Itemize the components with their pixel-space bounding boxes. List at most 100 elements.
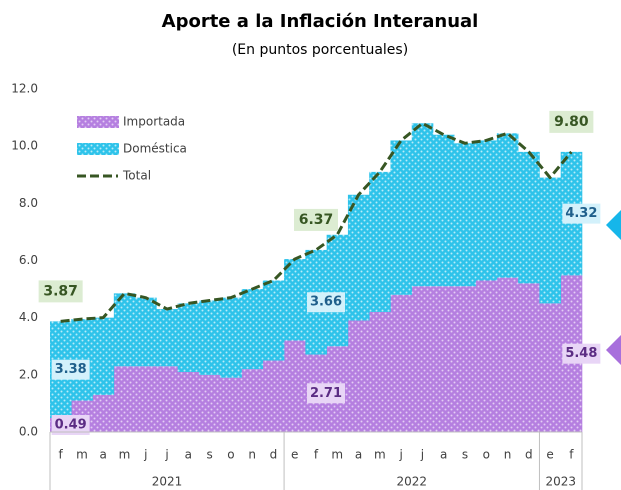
total-line: [60, 121, 573, 323]
bar-segment: [113, 293, 136, 367]
x-group-label: 2021: [152, 475, 183, 489]
bar-segment: [539, 177, 562, 304]
x-tick-label: s: [206, 448, 212, 462]
bar-segment: [262, 360, 285, 432]
x-tick-label: o: [483, 448, 490, 462]
bar-segment: [454, 143, 476, 287]
x-tick-label: j: [420, 448, 424, 462]
data-label-box: [307, 383, 345, 404]
bar-segment: [433, 286, 455, 432]
legend-label: Total: [122, 169, 151, 183]
x-tick-label: a: [355, 448, 362, 462]
arrow-decoration: [606, 210, 621, 240]
legend-swatch: [77, 143, 119, 155]
bar-segment: [496, 277, 519, 432]
data-label: 6.37: [299, 212, 334, 228]
x-tick-label: a: [440, 448, 447, 462]
bar-segment: [326, 234, 349, 347]
y-tick-label: 8.0: [19, 196, 38, 210]
bar-segment: [496, 133, 519, 278]
bar-segment: [198, 300, 221, 375]
bar-segment: [390, 140, 413, 295]
bar-segment: [433, 134, 455, 287]
bar-segment: [177, 303, 200, 372]
arrow-decoration: [606, 335, 621, 365]
bar-segment: [135, 297, 157, 367]
bar-segment: [539, 303, 562, 432]
x-tick-label: m: [76, 448, 88, 462]
bar-segment: [241, 369, 264, 432]
data-label: 0.49: [55, 417, 87, 432]
bar-segment: [369, 171, 391, 312]
bar-segment: [220, 297, 242, 378]
data-label: 3.66: [310, 295, 342, 310]
bar-segment: [284, 259, 306, 341]
bar-segment: [369, 311, 391, 432]
bar-segment: [411, 286, 434, 432]
x-tick-label: a: [185, 448, 192, 462]
data-label-box: [562, 343, 601, 364]
y-tick-label: 12.0: [11, 82, 38, 96]
x-tick-label: j: [398, 448, 402, 462]
x-tick-label: m: [119, 448, 131, 462]
data-label-box: [549, 110, 594, 133]
y-tick-label: 6.0: [19, 253, 38, 267]
data-label: 5.48: [565, 346, 597, 361]
bar-segment: [347, 320, 370, 432]
x-tick-label: j: [143, 448, 147, 462]
data-label-box: [562, 203, 601, 224]
bar-segment: [475, 140, 498, 281]
bar-segment: [284, 340, 306, 432]
x-tick-label: m: [331, 448, 343, 462]
x-tick-label: m: [374, 448, 386, 462]
bar-segment: [390, 294, 413, 432]
bar-segment: [518, 283, 540, 432]
x-tick-label: d: [525, 448, 533, 462]
bar-segment: [475, 280, 498, 432]
bar-segment: [198, 374, 221, 432]
x-tick-label: o: [227, 448, 234, 462]
bar-segment: [156, 309, 178, 367]
x-tick-label: f: [314, 448, 319, 462]
x-tick-label: f: [569, 448, 574, 462]
data-label-box: [307, 292, 345, 313]
bar-segment: [156, 366, 178, 432]
bar-segment: [113, 366, 136, 432]
bar-segment: [92, 394, 115, 432]
legend-label: Doméstica: [123, 142, 187, 156]
chart-subtitle: (En puntos porcentuales): [232, 42, 408, 58]
x-group-label: 2022: [396, 475, 427, 489]
y-tick-label: 2.0: [19, 367, 38, 381]
data-label: 3.38: [55, 362, 87, 377]
bar-segment: [347, 194, 370, 321]
data-label: 9.80: [554, 114, 589, 130]
x-tick-label: a: [100, 448, 107, 462]
x-tick-label: n: [248, 448, 256, 462]
x-group-label: 2023: [545, 475, 576, 489]
data-label-box: [294, 208, 338, 231]
bar-segment: [241, 289, 264, 370]
x-tick-label: d: [270, 448, 278, 462]
bar-segment: [135, 366, 157, 432]
data-label-box: [51, 414, 90, 435]
x-tick-label: s: [462, 448, 468, 462]
x-tick-label: n: [504, 448, 512, 462]
bar-segment: [411, 123, 434, 287]
data-label: 4.32: [565, 206, 597, 221]
data-label: 2.71: [310, 386, 342, 401]
bar-segment: [454, 286, 476, 432]
bar-segment: [177, 371, 200, 432]
data-label: 3.87: [43, 283, 78, 299]
x-tick-label: e: [546, 448, 553, 462]
y-tick-label: 10.0: [11, 139, 38, 153]
data-label-box: [38, 280, 83, 303]
x-tick-label: e: [291, 448, 298, 462]
bar-segment: [518, 151, 540, 284]
x-tick-label: f: [59, 448, 64, 462]
chart-title: Aporte a la Inflación Interanual: [162, 11, 479, 32]
y-tick-label: 4.0: [19, 310, 38, 324]
bar-segment: [220, 377, 242, 432]
data-label-box: [51, 359, 90, 380]
bar-segment: [92, 317, 115, 395]
